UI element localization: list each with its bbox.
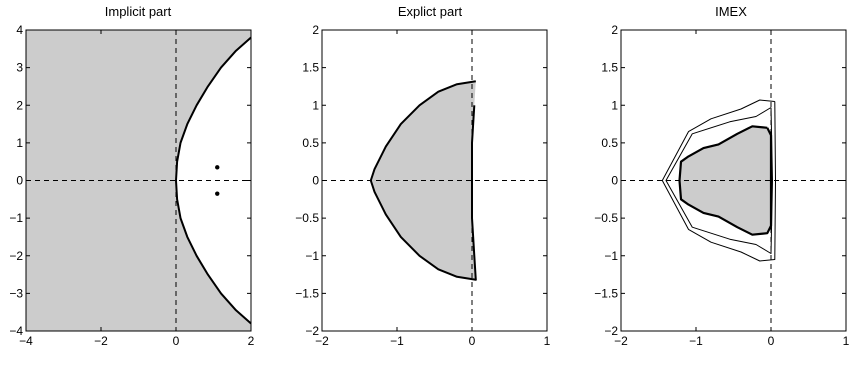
y-tick-label: 4 xyxy=(16,23,23,37)
y-tick-label: 0 xyxy=(611,174,618,188)
y-tick-label: 0 xyxy=(16,174,23,188)
y-tick-label: −1.5 xyxy=(594,286,618,300)
eigenvalue-point xyxy=(215,165,220,170)
title-implicit-part: Implicit part xyxy=(105,4,172,19)
y-tick-label: −1 xyxy=(305,249,319,263)
x-tick-label: 1 xyxy=(544,334,551,348)
unstable-region xyxy=(176,30,251,331)
y-tick-label: −3 xyxy=(9,286,23,300)
y-tick-label: 1 xyxy=(16,136,23,150)
panel-imex: IMEX −2 −1 0 1 −2 −1.5 −1 −0.5 0 0.5 1 1.5 2 xyxy=(594,4,849,348)
x-tick-label: −4 xyxy=(19,334,33,348)
y-tick-label: 0 xyxy=(312,174,319,188)
y-tick-label: 2 xyxy=(611,23,618,37)
y-tick-label: −0.5 xyxy=(295,211,319,225)
stability-boundary xyxy=(369,80,477,281)
x-tick-label: −1 xyxy=(390,334,404,348)
boundary-middle xyxy=(665,107,773,254)
x-tick-label: 2 xyxy=(248,334,255,348)
y-tick-label: −2 xyxy=(9,249,23,263)
y-tick-label: −1 xyxy=(604,249,618,263)
eigenvalue-point xyxy=(215,191,220,196)
x-tick-label: −1 xyxy=(689,334,703,348)
title-imex: IMEX xyxy=(715,4,747,19)
y-tick-label: 2 xyxy=(16,98,23,112)
y-tick-label: −2 xyxy=(305,324,319,338)
x-tick-label: 0 xyxy=(768,334,775,348)
boundary-outer xyxy=(661,99,776,262)
x-tick-label: −2 xyxy=(94,334,108,348)
y-tick-label: 1 xyxy=(312,98,319,112)
y-tick-label: 1.5 xyxy=(601,61,618,75)
y-tick-label: 3 xyxy=(16,61,23,75)
plot-area xyxy=(25,29,252,332)
y-tick-label: −1.5 xyxy=(295,286,319,300)
boundary-inner-shaded xyxy=(678,125,773,236)
stability-boundary xyxy=(175,36,252,325)
panel-explict-part: Explict part −2 −1 0 1 −2 −1.5 −1 −0.5 0 0.5 1 1.5 2 xyxy=(295,4,550,348)
y-tick-label: −1 xyxy=(9,211,23,225)
y-tick-label: −0.5 xyxy=(594,211,618,225)
y-tick-label: −2 xyxy=(604,324,618,338)
plot-area xyxy=(620,29,847,332)
y-tick-label: −4 xyxy=(9,324,23,338)
x-tick-label: −2 xyxy=(315,334,329,348)
y-tick-label: 1.5 xyxy=(302,61,319,75)
x-tick-label: 1 xyxy=(843,334,849,348)
plot-area xyxy=(321,29,548,332)
y-tick-label: 0.5 xyxy=(601,136,618,150)
y-tick-label: 0.5 xyxy=(302,136,319,150)
title-explict-part: Explict part xyxy=(398,4,463,19)
y-tick-label: 2 xyxy=(312,23,319,37)
x-tick-label: −2 xyxy=(614,334,628,348)
stability-region-fill xyxy=(679,126,771,235)
y-tick-label: 1 xyxy=(611,98,618,112)
panel-implicit-part: Implicit part −4 −2 0 2 −4 −3 −2 −1 0 1 2 3 4 xyxy=(9,4,254,348)
x-tick-label: 0 xyxy=(173,334,180,348)
x-tick-label: 0 xyxy=(469,334,476,348)
